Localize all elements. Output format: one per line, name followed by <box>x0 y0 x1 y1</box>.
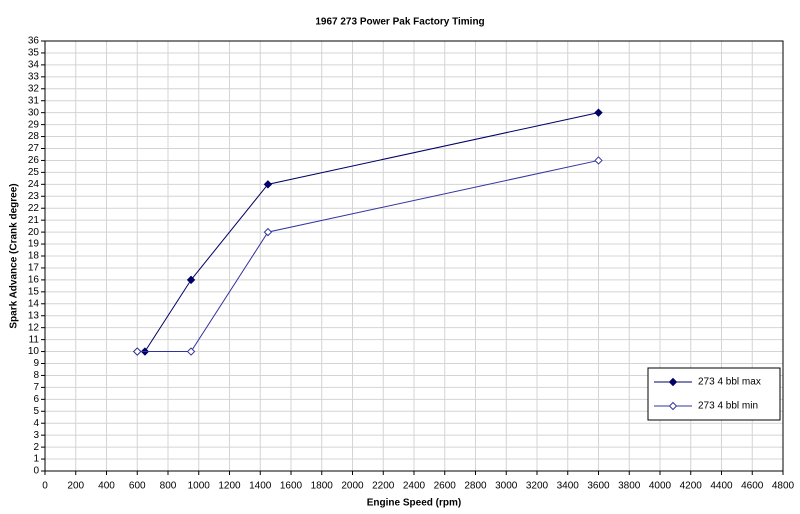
plot-frame <box>44 40 784 472</box>
x-tick-label: 4400 <box>710 481 733 492</box>
y-tick-label: 20 <box>28 227 40 238</box>
y-tick-label: 1 <box>33 454 39 465</box>
y-tick-label: 17 <box>28 263 40 274</box>
y-tick-label: 8 <box>33 370 39 381</box>
y-tick-label: 16 <box>28 275 40 286</box>
y-tick-label: 34 <box>28 60 40 71</box>
y-tick-label: 32 <box>28 83 40 94</box>
y-tick-label: 36 <box>28 36 40 47</box>
x-tick-label: 4600 <box>741 481 764 492</box>
y-tick-label: 24 <box>28 179 40 190</box>
y-tick-label: 29 <box>28 119 40 130</box>
y-tick-label: 19 <box>28 239 40 250</box>
y-tick-label: 15 <box>28 286 40 297</box>
y-tick-label: 7 <box>33 382 39 393</box>
y-tick-label: 25 <box>28 167 40 178</box>
y-tick-label: 33 <box>28 71 40 82</box>
x-tick-label: 2400 <box>403 481 426 492</box>
x-tick-label: 800 <box>160 481 177 492</box>
x-axis-label: Engine Speed (rpm) <box>367 498 461 509</box>
y-tick-label: 2 <box>33 442 39 453</box>
x-tick-label: 400 <box>98 481 115 492</box>
y-tick-label: 27 <box>28 143 40 154</box>
data-point <box>263 180 273 189</box>
x-tick-label: 1200 <box>218 481 241 492</box>
y-tick-label: 10 <box>28 346 40 357</box>
x-tick-label: 4000 <box>649 481 672 492</box>
y-tick-label: 6 <box>33 394 39 405</box>
y-tick-label: 30 <box>28 107 40 118</box>
data-point <box>263 227 273 237</box>
legend-marker <box>668 401 678 411</box>
x-tick-label: 2800 <box>464 481 487 492</box>
legend-marker <box>668 377 678 387</box>
x-tick-label: 1800 <box>311 481 334 492</box>
y-tick-label: 9 <box>33 358 39 369</box>
y-tick-label: 23 <box>28 191 40 202</box>
y-tick-label: 22 <box>28 203 40 214</box>
y-tick-label: 0 <box>33 466 39 477</box>
data-point <box>186 347 196 356</box>
data-point <box>594 108 603 117</box>
y-tick-label: 28 <box>28 131 40 142</box>
legend-label: 273 4 bbl min <box>698 401 758 412</box>
data-point <box>594 156 603 165</box>
y-axis-label: Spark Advance (Crank degree) <box>9 183 20 328</box>
x-tick-label: 2600 <box>434 481 457 492</box>
x-tick-label: 1600 <box>280 481 303 492</box>
y-tick-label: 21 <box>28 215 40 226</box>
y-tick-label: 13 <box>28 310 40 321</box>
x-tick-label: 1400 <box>249 481 272 492</box>
x-tick-label: 3800 <box>618 481 641 492</box>
x-tick-label: 2000 <box>341 481 364 492</box>
y-tick-label: 11 <box>29 334 40 345</box>
x-tick-label: 3400 <box>557 481 580 492</box>
y-tick-label: 5 <box>33 406 39 417</box>
legend-box <box>647 367 781 421</box>
legend-label: 273 4 bbl max <box>698 377 761 388</box>
x-tick-label: 0 <box>42 481 48 492</box>
y-tick-label: 26 <box>28 155 40 166</box>
y-tick-label: 14 <box>28 298 40 309</box>
y-tick-label: 3 <box>33 430 39 441</box>
x-tick-label: 600 <box>129 481 146 492</box>
x-tick-label: 3600 <box>587 481 610 492</box>
x-tick-label: 3200 <box>526 481 549 492</box>
y-tick-label: 4 <box>33 418 39 429</box>
data-point <box>133 347 142 356</box>
y-tick-label: 18 <box>28 251 40 262</box>
y-tick-label: 12 <box>28 322 40 333</box>
y-tick-label: 35 <box>28 48 40 59</box>
data-point <box>186 275 196 285</box>
x-tick-label: 4800 <box>772 481 795 492</box>
x-tick-label: 200 <box>67 481 84 492</box>
x-tick-label: 3000 <box>495 481 518 492</box>
chart-title: 1967 273 Power Pak Factory Timing <box>315 17 484 28</box>
series-line <box>137 159 599 353</box>
x-tick-label: 4200 <box>680 481 703 492</box>
x-tick-label: 2200 <box>372 481 395 492</box>
y-tick-label: 31 <box>28 95 40 106</box>
x-tick-label: 1000 <box>188 481 211 492</box>
